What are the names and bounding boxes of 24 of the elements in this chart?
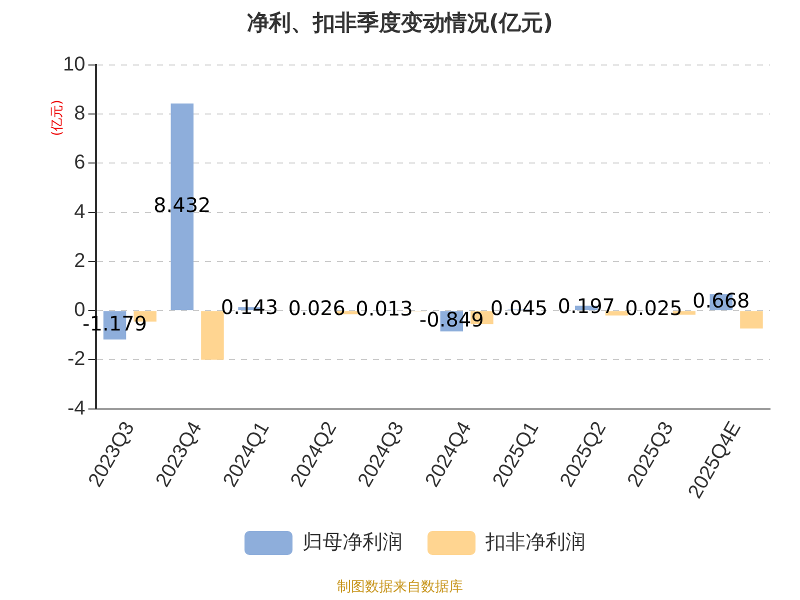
data-label: 0.668 — [692, 288, 750, 312]
text: 制图数据来自数据库 — [336, 578, 464, 596]
y-tick-label: 4 — [74, 200, 86, 223]
data-label: 0.045 — [490, 296, 548, 320]
legend-label: 归母净利润 — [302, 532, 402, 554]
data-label: 0.013 — [356, 296, 413, 320]
y-tick-label: 6 — [74, 152, 86, 174]
y-tick-label: -2 — [67, 348, 86, 370]
y-tick-label: 0 — [74, 299, 86, 322]
data-label: 0.026 — [288, 296, 346, 320]
bar — [740, 311, 763, 329]
y-tick-label: 2 — [74, 250, 86, 272]
chart-title: 净利、扣非季度变动情况(亿元) — [246, 10, 554, 38]
y-tick-label: 10 — [62, 54, 86, 76]
data-label: -0.849 — [419, 307, 484, 332]
bar — [201, 311, 224, 360]
data-label: 0.143 — [220, 294, 278, 319]
y-tick-label: -4 — [67, 397, 86, 420]
data-label: 8.432 — [154, 192, 211, 217]
data-label: 0.197 — [558, 294, 616, 318]
data-label: 0.025 — [625, 296, 682, 320]
y-tick-label: 8 — [74, 102, 86, 125]
legend-label: 扣非净利润 — [484, 532, 586, 554]
y-axis-title: (亿元) — [49, 100, 66, 136]
